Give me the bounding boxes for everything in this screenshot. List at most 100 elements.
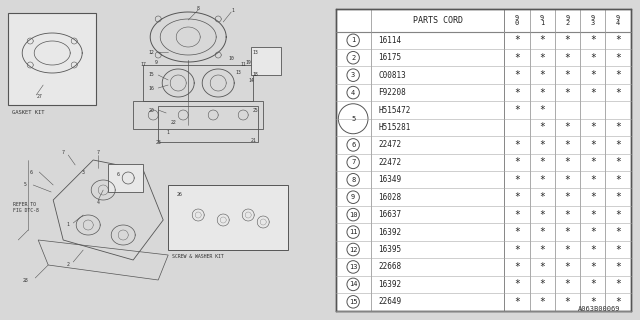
Text: A063B00069: A063B00069	[579, 306, 621, 312]
Text: 9
0: 9 0	[515, 15, 519, 26]
Text: 9: 9	[351, 194, 355, 200]
Text: *: *	[514, 244, 520, 254]
Text: *: *	[540, 140, 545, 150]
Text: *: *	[590, 88, 596, 98]
Text: *: *	[590, 244, 596, 254]
Text: 7: 7	[62, 149, 65, 155]
Text: *: *	[615, 123, 621, 132]
Text: *: *	[514, 262, 520, 272]
Text: *: *	[615, 262, 621, 272]
Text: *: *	[540, 70, 545, 80]
Text: *: *	[540, 123, 545, 132]
Text: *: *	[540, 105, 545, 115]
Text: 14: 14	[349, 281, 357, 287]
Text: 5: 5	[351, 116, 355, 122]
Text: *: *	[564, 140, 570, 150]
Text: *: *	[615, 53, 621, 63]
Text: 16395: 16395	[378, 245, 401, 254]
Text: *: *	[590, 157, 596, 167]
Text: H515472: H515472	[378, 106, 411, 115]
Text: *: *	[564, 175, 570, 185]
Text: *: *	[564, 297, 570, 307]
Text: *: *	[540, 53, 545, 63]
Text: *: *	[615, 175, 621, 185]
Bar	[108, 164, 143, 192]
Text: *: *	[514, 140, 520, 150]
Text: *: *	[514, 70, 520, 80]
Text: C00813: C00813	[378, 71, 406, 80]
Bar	[251, 47, 281, 75]
Text: *: *	[540, 262, 545, 272]
Text: 6: 6	[116, 172, 120, 178]
Text: 27: 27	[36, 94, 42, 100]
Text: REFER TO
FIG DTC-8: REFER TO FIG DTC-8	[13, 202, 39, 213]
Text: *: *	[590, 175, 596, 185]
Text: 22: 22	[170, 119, 176, 124]
Bar	[8, 13, 96, 105]
Text: *: *	[615, 192, 621, 202]
Text: 17: 17	[140, 62, 146, 68]
Text: *: *	[590, 192, 596, 202]
Text: 1: 1	[351, 37, 355, 43]
Text: *: *	[590, 70, 596, 80]
Text: 11: 11	[241, 61, 246, 67]
Text: *: *	[540, 157, 545, 167]
Text: *: *	[615, 210, 621, 220]
Text: 2: 2	[351, 55, 355, 61]
Text: *: *	[564, 192, 570, 202]
Text: 22668: 22668	[378, 262, 401, 271]
Text: *: *	[564, 70, 570, 80]
Text: 9
4: 9 4	[616, 15, 620, 26]
Text: 16: 16	[148, 85, 154, 91]
Text: *: *	[540, 192, 545, 202]
Text: *: *	[540, 227, 545, 237]
Text: *: *	[615, 297, 621, 307]
Text: 12: 12	[349, 246, 357, 252]
Text: 25: 25	[252, 108, 258, 113]
Bar	[158, 106, 258, 142]
Text: *: *	[514, 210, 520, 220]
Text: *: *	[540, 297, 545, 307]
Text: *: *	[514, 53, 520, 63]
Text: *: *	[564, 227, 570, 237]
Text: 13: 13	[252, 50, 258, 54]
Text: 21: 21	[250, 138, 256, 142]
Text: *: *	[590, 262, 596, 272]
Text: *: *	[590, 227, 596, 237]
Text: *: *	[514, 157, 520, 167]
Text: *: *	[540, 175, 545, 185]
Text: *: *	[564, 53, 570, 63]
Text: *: *	[540, 88, 545, 98]
Text: *: *	[540, 210, 545, 220]
Text: 7: 7	[97, 149, 100, 155]
Text: F92208: F92208	[378, 88, 406, 97]
Text: 11: 11	[349, 229, 357, 235]
Text: 6: 6	[30, 170, 33, 174]
Text: 8: 8	[351, 177, 355, 183]
Text: 16392: 16392	[378, 228, 401, 236]
Text: H515281: H515281	[378, 123, 411, 132]
Bar	[143, 65, 253, 101]
Text: *: *	[564, 210, 570, 220]
Text: *: *	[514, 297, 520, 307]
Text: 16392: 16392	[378, 280, 401, 289]
Text: *: *	[564, 123, 570, 132]
Text: *: *	[540, 244, 545, 254]
Text: 3: 3	[82, 170, 84, 174]
Text: *: *	[514, 88, 520, 98]
Text: *: *	[615, 279, 621, 289]
Text: *: *	[514, 105, 520, 115]
Text: 16175: 16175	[378, 53, 401, 62]
Text: *: *	[590, 279, 596, 289]
Text: *: *	[590, 53, 596, 63]
Text: 19: 19	[245, 60, 251, 65]
Bar	[168, 185, 288, 250]
Text: 4: 4	[97, 199, 100, 204]
Text: SCREW & WASHER KIT: SCREW & WASHER KIT	[172, 254, 224, 260]
Text: 9
3: 9 3	[591, 15, 595, 26]
Text: *: *	[564, 262, 570, 272]
Text: *: *	[615, 35, 621, 45]
Text: 12: 12	[148, 50, 154, 54]
Text: *: *	[615, 244, 621, 254]
Text: *: *	[540, 35, 545, 45]
